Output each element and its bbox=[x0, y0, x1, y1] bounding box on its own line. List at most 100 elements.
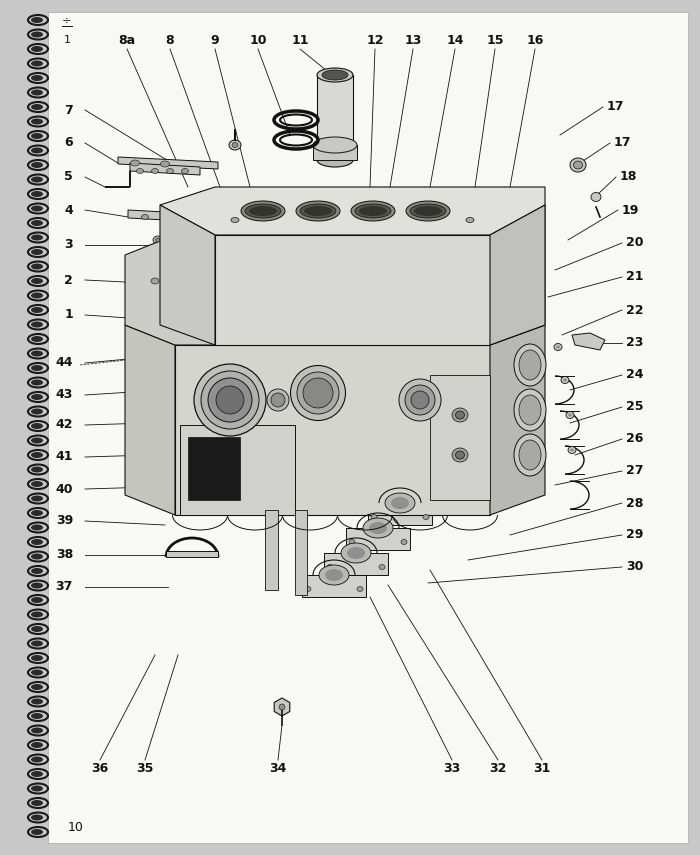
Text: 37: 37 bbox=[55, 581, 73, 593]
Ellipse shape bbox=[563, 379, 567, 381]
Polygon shape bbox=[490, 205, 545, 345]
Polygon shape bbox=[346, 528, 410, 550]
Ellipse shape bbox=[279, 704, 285, 710]
Ellipse shape bbox=[31, 32, 43, 38]
Ellipse shape bbox=[216, 386, 244, 414]
Text: ÷: ÷ bbox=[62, 15, 71, 25]
Text: 35: 35 bbox=[136, 762, 154, 775]
Ellipse shape bbox=[317, 68, 353, 82]
Ellipse shape bbox=[349, 540, 355, 545]
Ellipse shape bbox=[31, 249, 43, 255]
Ellipse shape bbox=[297, 372, 339, 414]
Ellipse shape bbox=[570, 158, 586, 172]
Polygon shape bbox=[265, 510, 278, 590]
Text: 2: 2 bbox=[64, 274, 73, 286]
Polygon shape bbox=[160, 205, 215, 345]
Ellipse shape bbox=[130, 160, 139, 166]
Ellipse shape bbox=[304, 206, 332, 216]
Polygon shape bbox=[368, 503, 432, 525]
Ellipse shape bbox=[31, 104, 43, 110]
Ellipse shape bbox=[325, 569, 343, 581]
Ellipse shape bbox=[31, 46, 43, 52]
Ellipse shape bbox=[31, 75, 43, 81]
Ellipse shape bbox=[347, 547, 365, 559]
Ellipse shape bbox=[568, 446, 576, 453]
Ellipse shape bbox=[568, 414, 572, 416]
Ellipse shape bbox=[31, 728, 43, 734]
Text: 29: 29 bbox=[626, 528, 643, 541]
Ellipse shape bbox=[414, 206, 442, 216]
Ellipse shape bbox=[31, 684, 43, 690]
Text: 4: 4 bbox=[64, 203, 73, 216]
Text: 27: 27 bbox=[626, 464, 643, 477]
Ellipse shape bbox=[452, 448, 468, 462]
Ellipse shape bbox=[31, 220, 43, 226]
Polygon shape bbox=[128, 210, 222, 223]
Polygon shape bbox=[430, 375, 490, 500]
Ellipse shape bbox=[229, 140, 241, 150]
Ellipse shape bbox=[162, 317, 169, 322]
Ellipse shape bbox=[423, 515, 429, 520]
Polygon shape bbox=[317, 75, 353, 160]
Ellipse shape bbox=[31, 292, 43, 298]
Ellipse shape bbox=[313, 137, 357, 153]
Text: 41: 41 bbox=[55, 451, 73, 463]
Ellipse shape bbox=[385, 493, 415, 513]
Ellipse shape bbox=[411, 391, 429, 409]
Ellipse shape bbox=[31, 771, 43, 777]
Text: 30: 30 bbox=[626, 561, 643, 574]
Text: 1: 1 bbox=[64, 35, 71, 45]
Ellipse shape bbox=[194, 364, 266, 436]
Polygon shape bbox=[274, 698, 290, 716]
Ellipse shape bbox=[31, 582, 43, 588]
Text: 21: 21 bbox=[626, 270, 643, 284]
Polygon shape bbox=[160, 187, 545, 235]
Polygon shape bbox=[162, 423, 187, 428]
Ellipse shape bbox=[514, 434, 546, 476]
Ellipse shape bbox=[405, 385, 435, 415]
Polygon shape bbox=[118, 157, 218, 169]
Polygon shape bbox=[125, 235, 215, 345]
Polygon shape bbox=[175, 345, 490, 515]
Ellipse shape bbox=[31, 467, 43, 473]
Ellipse shape bbox=[31, 191, 43, 197]
Text: 7: 7 bbox=[64, 103, 73, 116]
Text: 24: 24 bbox=[626, 369, 643, 381]
Ellipse shape bbox=[369, 522, 387, 534]
Ellipse shape bbox=[31, 438, 43, 444]
Ellipse shape bbox=[379, 564, 385, 569]
Ellipse shape bbox=[31, 742, 43, 748]
Ellipse shape bbox=[208, 378, 252, 422]
Ellipse shape bbox=[305, 587, 311, 592]
Text: 1: 1 bbox=[64, 309, 73, 321]
Ellipse shape bbox=[327, 564, 333, 569]
Text: 25: 25 bbox=[626, 400, 643, 414]
Text: 43: 43 bbox=[55, 388, 73, 402]
Ellipse shape bbox=[202, 215, 209, 220]
Text: 17: 17 bbox=[607, 101, 624, 114]
Text: 36: 36 bbox=[92, 762, 108, 775]
Text: 10: 10 bbox=[68, 821, 84, 834]
Ellipse shape bbox=[319, 565, 349, 585]
Polygon shape bbox=[180, 425, 295, 515]
Text: 22: 22 bbox=[626, 304, 643, 316]
Polygon shape bbox=[172, 355, 190, 362]
Ellipse shape bbox=[249, 206, 277, 216]
Text: 16: 16 bbox=[526, 34, 544, 47]
Ellipse shape bbox=[554, 344, 562, 351]
Ellipse shape bbox=[519, 395, 541, 425]
Ellipse shape bbox=[151, 278, 159, 284]
Ellipse shape bbox=[399, 379, 441, 421]
Polygon shape bbox=[148, 387, 168, 394]
Ellipse shape bbox=[561, 376, 569, 384]
Polygon shape bbox=[148, 420, 173, 425]
Text: 38: 38 bbox=[56, 549, 73, 562]
Ellipse shape bbox=[556, 345, 560, 349]
Ellipse shape bbox=[31, 409, 43, 415]
Polygon shape bbox=[572, 333, 605, 350]
Ellipse shape bbox=[153, 236, 163, 244]
Ellipse shape bbox=[357, 587, 363, 592]
Polygon shape bbox=[152, 351, 170, 358]
Polygon shape bbox=[166, 551, 218, 557]
Ellipse shape bbox=[300, 204, 336, 218]
